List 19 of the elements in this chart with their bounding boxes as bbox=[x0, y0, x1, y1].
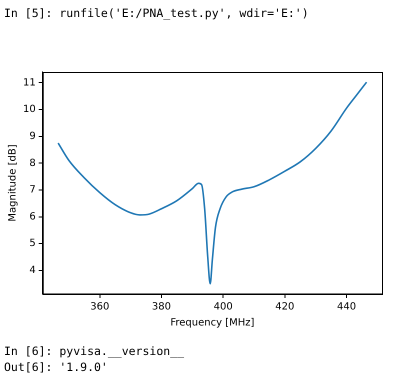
x-tick-label: 440 bbox=[336, 302, 356, 313]
text: Out[6]: '1.9.0' bbox=[4, 360, 108, 374]
x-tick-label: 360 bbox=[90, 302, 110, 313]
y-tick-label: 9 bbox=[29, 130, 36, 142]
y-tick-label: 7 bbox=[29, 184, 36, 196]
y-tick-label: 11 bbox=[22, 77, 36, 88]
line-series bbox=[57, 81, 368, 285]
x-tick-label: 400 bbox=[214, 302, 233, 313]
x-tick-label: 420 bbox=[275, 302, 294, 313]
y-tick-label: 4 bbox=[29, 265, 36, 276]
y-tick-label: 5 bbox=[29, 238, 36, 250]
y-tick-label: 6 bbox=[29, 211, 36, 222]
y-tick-label: 10 bbox=[22, 104, 36, 116]
x-axis-title: Frequency [MHz] bbox=[170, 318, 254, 329]
text: In [5]: runfile('E:/PNA_test.py', wdir='E:') bbox=[4, 6, 309, 20]
y-axis-title: Magnitude [dB] bbox=[8, 144, 19, 222]
x-tick-label: 380 bbox=[152, 302, 172, 313]
text: In [6]: pyvisa.__version__ bbox=[4, 344, 184, 358]
y-tick-label: 8 bbox=[29, 158, 36, 169]
